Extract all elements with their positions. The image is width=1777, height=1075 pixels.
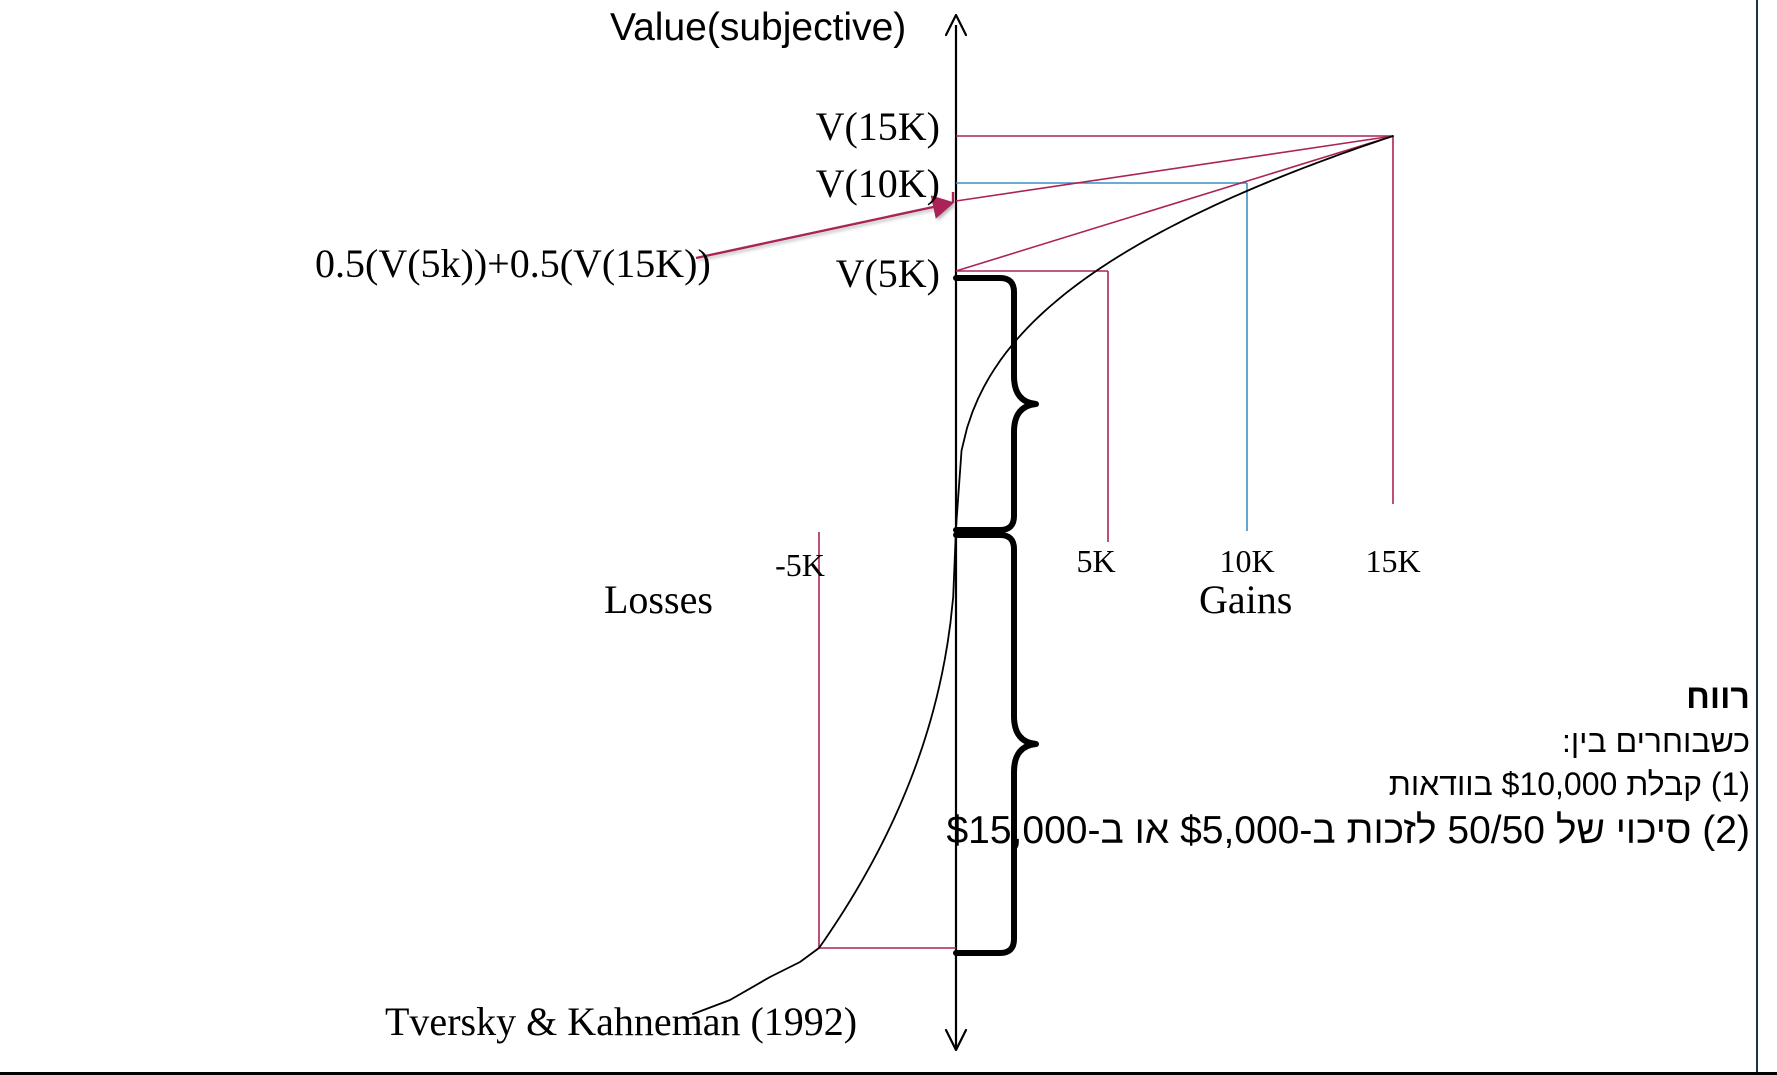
svg-text:Tversky & Kahneman (1992): Tversky & Kahneman (1992) [385,999,857,1044]
svg-text:10K: 10K [1219,543,1274,579]
svg-text:5K: 5K [1076,543,1115,579]
svg-text:Losses: Losses [604,577,713,622]
svg-text:0.5(V(5k))+0.5(V(15K)): 0.5(V(5k))+0.5(V(15K)) [315,241,711,286]
svg-text:Value(subjective): Value(subjective) [610,6,906,49]
svg-text:V(10K): V(10K) [816,161,940,206]
svg-text:-5K: -5K [775,547,825,583]
svg-text:V(15K): V(15K) [816,104,940,149]
svg-text:Gains: Gains [1199,577,1292,622]
svg-text:V(5K): V(5K) [836,251,940,296]
svg-text:15K: 15K [1365,543,1420,579]
